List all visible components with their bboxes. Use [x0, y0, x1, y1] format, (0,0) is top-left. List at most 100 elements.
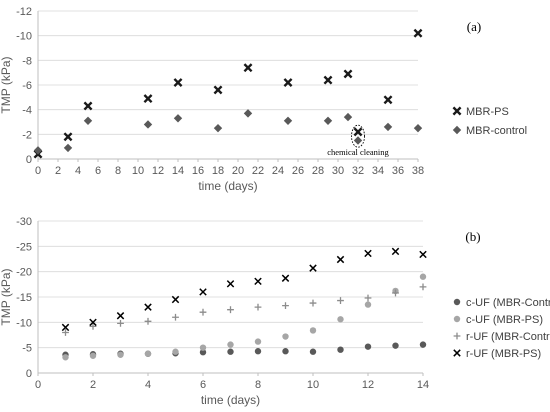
y-axis-title: TMP (kPa): [0, 268, 13, 325]
data-point: [337, 297, 344, 304]
data-point: [89, 352, 97, 359]
data-point: [172, 313, 179, 321]
data-point: [227, 306, 234, 314]
data-point: [144, 350, 152, 357]
y-tick-label: -6: [22, 80, 32, 92]
data-point: [173, 78, 183, 87]
data-point: [281, 274, 290, 282]
data-point: [143, 120, 153, 129]
series-3: [61, 247, 427, 332]
data-point: [309, 348, 317, 355]
data-point: [391, 247, 400, 256]
data-point: [226, 280, 235, 288]
y-axis-title: TMP (kPa): [0, 56, 13, 113]
data-point: [199, 288, 207, 296]
data-point: [419, 273, 427, 280]
x-tick-label: 14: [417, 379, 429, 391]
y-tick-label: -5: [22, 343, 32, 355]
data-point: [61, 323, 70, 332]
panel-b-chart: 0 -5 -10 -15 -20 -25 -30 0 2 4 6 8 10 12 14 time (days)…: [0, 216, 550, 407]
x-tick-label: 0: [35, 165, 41, 177]
data-point: [413, 123, 423, 133]
legend-entry: c-UF (MBR-Control): [466, 297, 550, 309]
x-tick-label: 32: [352, 165, 364, 177]
data-point: [383, 95, 393, 105]
data-point: [199, 349, 207, 356]
data-point: [63, 143, 73, 153]
x-tick-label: 0: [35, 379, 41, 391]
data-point: [254, 277, 262, 286]
data-point: [383, 122, 393, 132]
x-tick-label: 2: [90, 379, 96, 391]
data-point: [243, 109, 253, 118]
y-tick-label: -12: [16, 6, 32, 18]
data-point: [83, 116, 93, 125]
data-point: [62, 329, 69, 336]
data-point: [336, 255, 345, 264]
series-0: [33, 28, 423, 159]
legend-entry: r-UF (MBR-Control): [466, 331, 550, 343]
x-tick-label: 20: [232, 165, 244, 177]
data-point: [254, 303, 262, 311]
legend-marker: [453, 332, 461, 340]
x-tick-label: 36: [392, 165, 404, 177]
y-tick-label: -15: [16, 292, 32, 304]
y-tick-label: -8: [22, 55, 32, 67]
y-tick-label: -30: [16, 216, 32, 228]
x-axis-title: time (days): [201, 393, 260, 407]
x-tick-label: 10: [132, 165, 144, 177]
data-point: [243, 63, 253, 73]
annotation-label: chemical cleaning: [327, 147, 389, 157]
x-axis-title: time (days): [198, 179, 257, 193]
x-tick-label: 6: [95, 165, 101, 177]
data-point: [199, 308, 207, 316]
data-point: [343, 112, 353, 122]
data-point: [254, 348, 262, 355]
data-point: [254, 338, 262, 345]
data-point: [337, 346, 344, 353]
data-point: [364, 249, 372, 258]
data-point: [89, 322, 97, 330]
x-tick-label: 8: [255, 379, 261, 391]
data-point: [309, 264, 317, 272]
data-point: [309, 327, 317, 334]
x-tick-label: 30: [332, 165, 344, 177]
data-point: [419, 283, 427, 291]
data-point: [144, 303, 152, 311]
data-point: [89, 318, 97, 327]
panel-label: (a): [467, 19, 481, 34]
data-point: [171, 295, 180, 304]
legend-marker: [453, 298, 461, 306]
data-point: [213, 85, 223, 95]
data-point: [143, 94, 153, 104]
data-point: [309, 299, 317, 307]
x-tick-label: 22: [252, 165, 264, 177]
legend-marker: [453, 315, 461, 323]
legend-entry: c-UF (MBR-PS): [466, 314, 543, 326]
legend-entry: r-UF (MBR-PS): [466, 348, 541, 360]
y-tick-label: -20: [16, 267, 32, 279]
x-tick-label: 6: [200, 379, 206, 391]
x-tick-label: 26: [292, 165, 304, 177]
x-tick-label: 14: [172, 165, 184, 177]
x-tick-label: 2: [55, 165, 61, 177]
y-tick-label: -2: [22, 129, 32, 141]
data-point: [63, 132, 73, 142]
data-point: [173, 114, 183, 123]
data-point: [282, 302, 289, 310]
annotation-ellipse: [351, 124, 365, 148]
x-tick-label: 4: [75, 165, 81, 177]
data-point: [364, 343, 372, 350]
data-point: [283, 78, 293, 87]
data-point: [282, 348, 289, 355]
x-tick-label: 12: [362, 379, 374, 391]
legend-marker: [452, 125, 462, 135]
data-point: [282, 333, 289, 340]
x-tick-label: 10: [307, 379, 319, 391]
legend-marker: [452, 106, 462, 116]
data-point: [353, 127, 363, 137]
y-tick-label: -10: [16, 317, 32, 329]
data-point: [419, 341, 427, 348]
series-1: [33, 109, 423, 155]
